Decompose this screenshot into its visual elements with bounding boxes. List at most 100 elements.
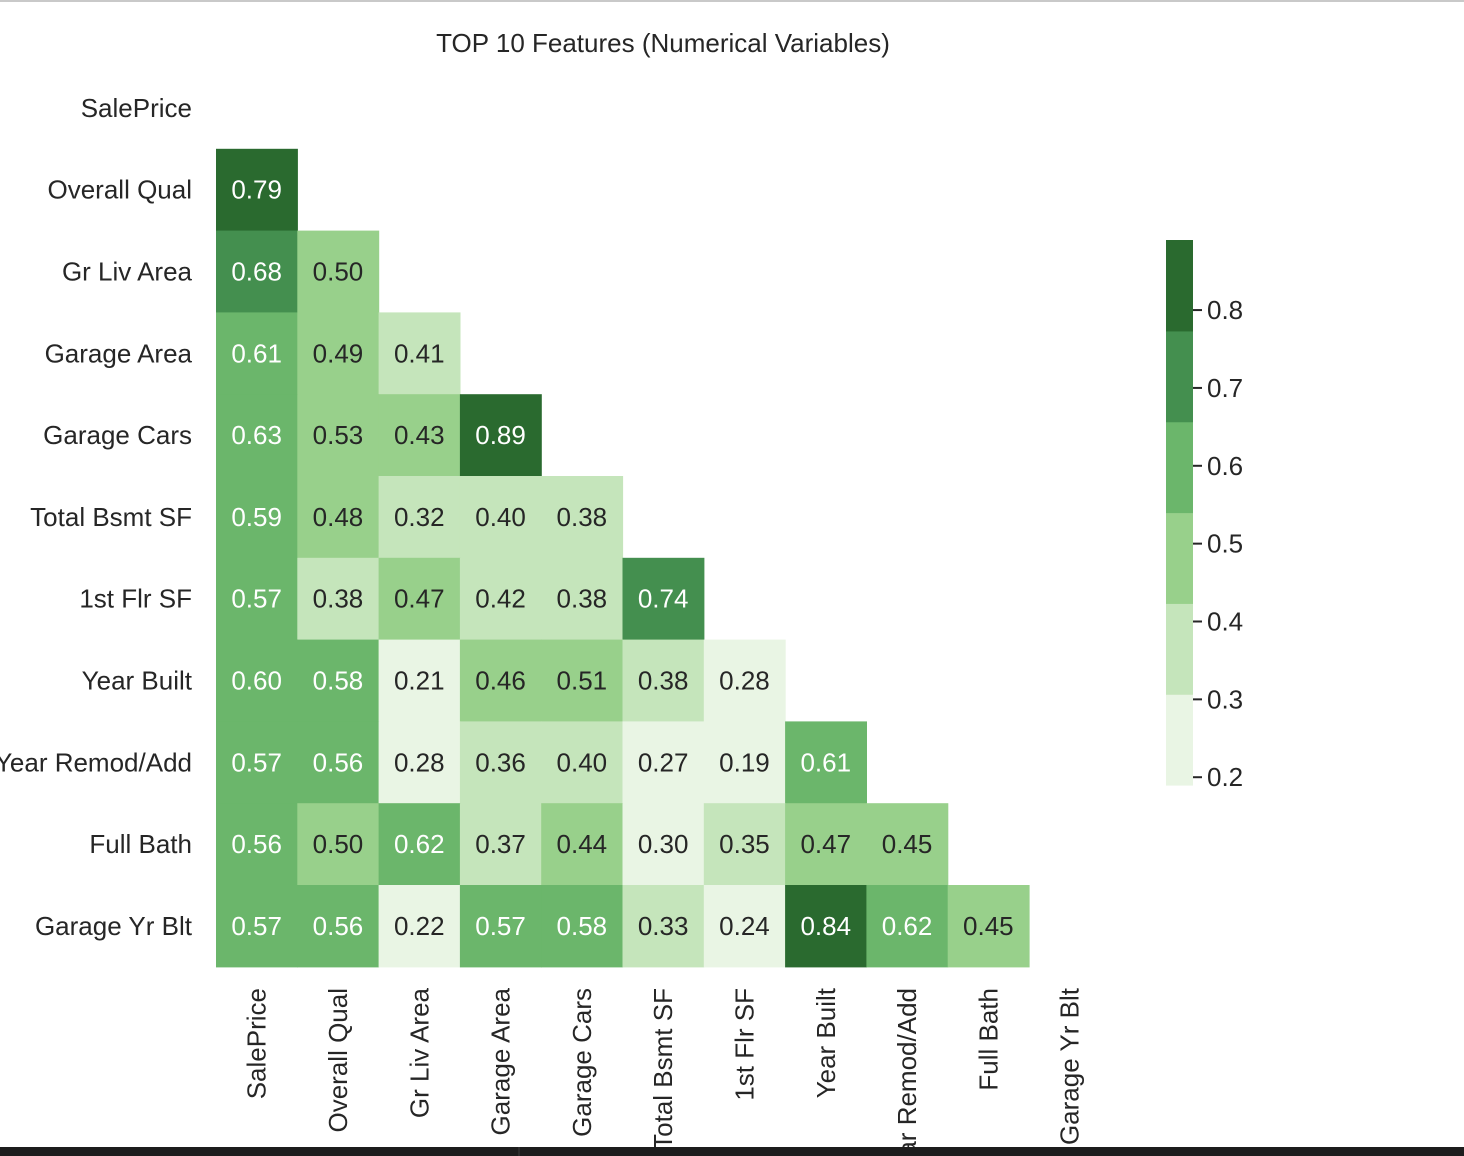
bottom-bar-divider [518,1147,520,1156]
heatmap-cell [459,721,542,804]
cell-value-label: 0.68 [231,257,282,287]
heatmap-cell [541,476,624,559]
x-tick-labels: SalePrice Overall Qual Gr Liv Area Garage A… [242,987,1085,1156]
cell-value-label: 0.50 [313,257,364,287]
y-tick-label-year-built: Year Built [82,666,193,696]
cell-value-label: 0.57 [231,911,282,941]
x-tick-label-1st-flr-sf: 1st Flr SF [729,988,759,1101]
heatmap-cell [459,394,542,477]
heatmap-cell [216,721,298,804]
cell-annotations: 0.79 0.68 0.50 0.61 0.49 0.41 0.63 0.53 0.43 0.89… [231,175,1013,941]
y-tick-label-garage-yr-blt: Garage Yr Blt [35,911,193,941]
heatmap-cell [703,639,786,722]
heatmap-cell [459,639,542,722]
cell-value-label: 0.28 [394,747,445,777]
x-tick-label-year-remod-add: Year Remod/Add [892,988,922,1156]
heatmap-cell [216,476,298,559]
heatmap-cell [622,803,705,886]
cell-value-label: 0.60 [231,666,282,696]
cell-value-label: 0.59 [231,502,282,532]
heatmap-cell [541,803,624,886]
cell-value-label: 0.33 [638,911,689,941]
cell-value-label: 0.84 [800,911,851,941]
y-tick-label-garage-area: Garage Area [45,338,193,368]
x-tick-label-full-bath: Full Bath [973,988,1003,1091]
heatmap-cell [866,885,949,968]
y-tick-label-garage-cars: Garage Cars [43,420,192,450]
heatmap-cell [297,476,380,559]
cell-value-label: 0.36 [475,747,526,777]
cell-value-label: 0.40 [475,502,526,532]
x-tick-label-garage-area: Garage Area [486,987,516,1135]
heatmap-cell [216,148,298,232]
heatmap-cell [459,557,542,641]
cell-value-label: 0.89 [475,420,526,450]
heatmap-cell [785,803,867,886]
x-tick-label-total-bsmt-sf: Total Bsmt SF [648,988,678,1150]
colorbar-segment [1166,694,1193,786]
colorbar-tick-label: 0.6 [1207,451,1243,481]
heatmap-cell [622,721,705,804]
cell-value-label: 0.41 [394,338,445,368]
top-border [0,0,1464,2]
heatmap-cell [378,639,461,722]
cell-value-label: 0.56 [313,911,364,941]
colorbar: 0.2 0.3 0.4 0.5 0.6 0.7 0.8 [1166,240,1243,792]
x-tick-label-garage-yr-blt: Garage Yr Blt [1055,987,1085,1145]
bottom-bar [0,1147,1464,1156]
heatmap-cell [297,557,380,641]
cell-value-label: 0.28 [719,666,770,696]
heatmap-cell [541,639,624,722]
cell-value-label: 0.43 [394,420,445,450]
x-tick-label-overall-qual: Overall Qual [323,988,353,1133]
x-tick-label-year-built: Year Built [811,987,841,1098]
y-tick-label-total-bsmt-sf: Total Bsmt SF [30,502,192,532]
heatmap-cell [947,885,1030,968]
heatmap-cell [297,394,380,477]
heatmap-cell [703,803,786,886]
heatmap-cell [216,639,298,722]
x-tick-label-gr-liv-area: Gr Liv Area [404,987,434,1118]
heatmap-cell [622,557,705,641]
chart-title: TOP 10 Features (Numerical Variables) [436,28,890,58]
cell-value-label: 0.44 [557,829,608,859]
heatmap-cell [297,639,380,722]
colorbar-tick-label: 0.2 [1207,762,1243,792]
heatmap-cell [378,721,461,804]
cell-value-label: 0.53 [313,420,364,450]
cell-value-label: 0.24 [719,911,770,941]
cell-value-label: 0.38 [557,502,608,532]
heatmap-cell [216,312,298,395]
cell-value-label: 0.51 [557,666,608,696]
cell-value-label: 0.32 [394,502,445,532]
heatmap-cell [785,721,867,804]
heatmap-cell [216,885,298,968]
cell-value-label: 0.19 [719,747,770,777]
cell-value-label: 0.22 [394,911,445,941]
cell-value-label: 0.30 [638,829,689,859]
colorbar-segment [1166,421,1193,514]
heatmap-cell [297,230,380,313]
cell-value-label: 0.79 [231,175,282,205]
heatmap-cell [459,803,542,886]
heatmap-cell [216,394,298,477]
cell-value-label: 0.35 [719,829,770,859]
heatmap-cell [378,394,461,477]
y-tick-label-year-remod-add: Year Remod/Add [0,747,192,777]
colorbar-tick-label: 0.8 [1207,295,1243,325]
heatmap-cell [541,557,624,641]
cell-value-label: 0.48 [313,502,364,532]
heatmap-cell [703,721,786,804]
colorbar-tick-label: 0.3 [1207,684,1243,714]
y-tick-label-1st-flr-sf: 1st Flr SF [79,584,192,614]
heatmap-cell [378,476,461,559]
heatmap-cell [216,230,298,313]
x-tick-label-garage-cars: Garage Cars [567,988,597,1137]
heatmap-cell [459,885,542,968]
cell-value-label: 0.62 [882,911,933,941]
y-tick-labels: SalePrice Overall Qual Gr Liv Area Garage A… [0,93,193,941]
cell-value-label: 0.40 [557,747,608,777]
heatmap-cell [297,721,380,804]
heatmap-cell [297,803,380,886]
